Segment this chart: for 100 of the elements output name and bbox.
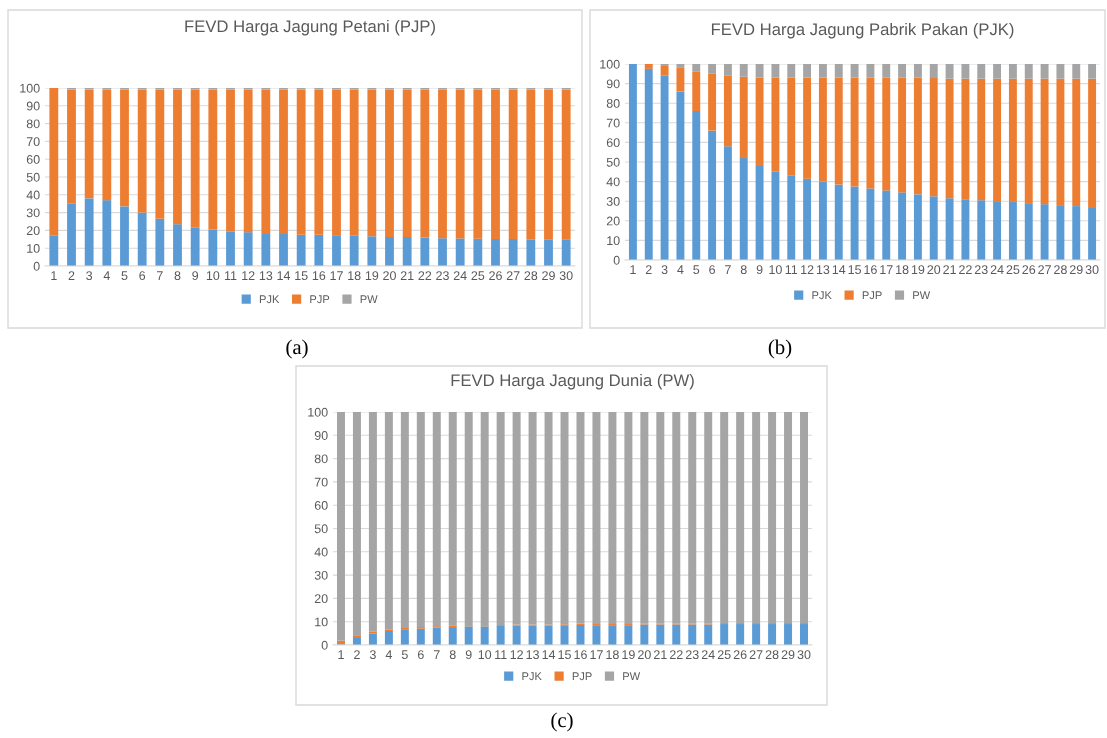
x-tick-label: 25 <box>1006 265 1020 275</box>
x-tick-label: 27 <box>749 650 763 659</box>
x-tick-label: 6 <box>417 650 424 660</box>
y-tick-label: 40 <box>606 177 620 187</box>
x-tick-label: 3 <box>369 650 376 660</box>
y-tick-label: 100 <box>600 59 620 69</box>
y-tick-label: 60 <box>314 501 328 510</box>
x-tick-label: 8 <box>449 650 456 660</box>
x-tick-label: 12 <box>242 271 255 280</box>
x-tick-label: 29 <box>1069 265 1083 275</box>
x-tick-label: 17 <box>880 265 893 274</box>
x-tick-label: 29 <box>781 650 795 660</box>
x-tick-label: 30 <box>559 271 573 281</box>
y-tick-label: 30 <box>314 570 328 580</box>
x-tick-label: 16 <box>864 265 877 275</box>
x-tick-label: 24 <box>701 650 715 659</box>
legend-label: PJP <box>862 291 882 300</box>
legend-label: PW <box>360 295 378 304</box>
x-tick-label: 2 <box>354 650 360 659</box>
x-tick-label: 10 <box>769 265 782 275</box>
x-tick-label: 26 <box>733 650 747 660</box>
x-tick-label: 1 <box>51 271 57 280</box>
y-tick-label: 50 <box>314 524 328 534</box>
x-tick-label: 15 <box>558 650 571 660</box>
x-tick-label: 16 <box>574 650 587 660</box>
x-tick-label: 5 <box>121 271 128 281</box>
y-tick-label: 80 <box>26 119 40 129</box>
x-tick-label: 12 <box>510 650 523 659</box>
x-tick-label: 13 <box>259 271 273 281</box>
x-tick-label: 21 <box>400 271 414 280</box>
y-tick-label: 0 <box>321 640 328 650</box>
x-tick-label: 19 <box>365 271 379 281</box>
x-tick-label: 6 <box>139 271 146 281</box>
x-tick-label: 15 <box>848 265 862 275</box>
x-tick-label: 27 <box>506 271 520 280</box>
x-tick-label: 7 <box>725 265 731 274</box>
legend-label: PJP <box>310 295 330 304</box>
y-tick-label: 90 <box>606 79 620 89</box>
x-tick-label: 22 <box>959 265 972 274</box>
x-tick-label: 17 <box>590 650 603 659</box>
x-tick-label: 18 <box>348 271 361 281</box>
x-tick-label: 14 <box>542 650 556 659</box>
x-tick-label: 7 <box>433 650 440 659</box>
x-tick-label: 30 <box>797 650 811 660</box>
x-tick-label: 14 <box>277 271 291 280</box>
text: (b) <box>768 339 792 359</box>
x-tick-label: 13 <box>526 650 539 660</box>
legend-label: PW <box>623 672 641 681</box>
x-tick-label: 25 <box>471 271 485 281</box>
x-tick-label: 24 <box>453 271 467 280</box>
x-tick-label: 2 <box>68 271 75 280</box>
y-tick-label: 90 <box>26 101 40 111</box>
legend-label: PJP <box>572 672 592 681</box>
x-tick-label: 15 <box>295 271 308 281</box>
y-tick-label: 10 <box>27 244 40 253</box>
y-tick-label: 50 <box>26 172 40 182</box>
chart-title: FEVD Harga Jagung Dunia (PW) <box>451 373 694 390</box>
y-tick-label: 20 <box>26 226 40 236</box>
x-tick-label: 22 <box>669 650 683 659</box>
x-tick-label: 17 <box>330 271 343 280</box>
x-tick-label: 27 <box>1038 265 1051 274</box>
x-tick-label: 19 <box>911 265 925 275</box>
x-tick-label: 8 <box>740 265 747 275</box>
x-tick-label: 1 <box>630 265 636 274</box>
y-tick-label: 20 <box>606 216 620 226</box>
x-tick-label: 4 <box>103 271 110 280</box>
y-tick-label: 0 <box>613 255 620 265</box>
x-tick-label: 30 <box>1085 265 1099 275</box>
y-tick-label: 100 <box>308 407 328 417</box>
y-tick-label: 80 <box>606 99 620 108</box>
x-tick-label: 18 <box>896 265 909 275</box>
x-tick-label: 22 <box>418 271 432 280</box>
text: (a) <box>286 339 308 359</box>
x-tick-label: 9 <box>465 650 472 660</box>
x-tick-label: 3 <box>661 265 668 275</box>
y-tick-label: 40 <box>26 190 40 200</box>
y-tick-label: 100 <box>20 83 40 93</box>
y-tick-label: 80 <box>314 454 328 464</box>
x-tick-label: 4 <box>385 650 392 659</box>
x-tick-label: 7 <box>157 271 163 280</box>
y-tick-label: 10 <box>607 236 620 246</box>
legend-label: PW <box>913 291 931 300</box>
x-tick-label: 4 <box>677 265 684 274</box>
x-tick-label: 11 <box>785 265 798 274</box>
x-tick-label: 8 <box>174 271 181 281</box>
y-tick-label: 60 <box>606 138 620 148</box>
x-tick-label: 6 <box>709 265 716 275</box>
y-tick-label: 50 <box>606 157 620 167</box>
x-tick-label: 25 <box>717 650 731 660</box>
x-tick-label: 29 <box>542 271 555 281</box>
x-tick-label: 20 <box>383 271 396 281</box>
x-tick-label: 16 <box>312 271 326 281</box>
x-tick-label: 28 <box>1054 265 1067 275</box>
x-tick-label: 3 <box>86 271 93 281</box>
y-tick-label: 10 <box>315 617 328 627</box>
x-tick-label: 23 <box>685 650 699 660</box>
x-tick-label: 11 <box>495 650 507 659</box>
legend-label: PJK <box>259 295 280 304</box>
x-tick-label: 9 <box>756 265 763 275</box>
x-tick-label: 26 <box>489 271 502 281</box>
